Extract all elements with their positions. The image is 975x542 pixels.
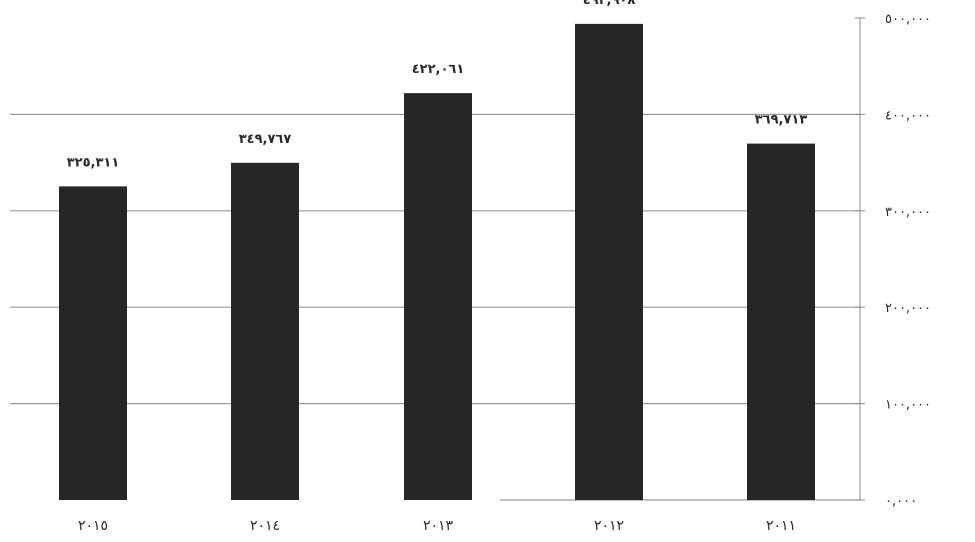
data-label-2: ٤٢٢,٠٦١	[412, 62, 465, 77]
category-labels: ٢٠١٥ ٢٠١٤ ٢٠١٣ ٢٠١٢ ٢٠١١	[78, 518, 796, 534]
data-label-0: ٣٢٥,٣١١	[67, 155, 120, 170]
y-tick-label-5: ٥٠٠,٠٠٠	[885, 12, 931, 27]
y-tick-label-0: ٠,٠٠٠	[885, 494, 917, 509]
y-tick-label-1: ١٠٠,٠٠٠	[885, 398, 931, 413]
category-label-4: ٢٠١١	[766, 518, 796, 534]
category-label-2: ٢٠١٣	[423, 518, 454, 534]
bars	[59, 23, 815, 501]
category-label-1: ٢٠١٤	[250, 518, 280, 534]
bar-1	[231, 162, 299, 500]
bar-0	[59, 186, 127, 500]
bar-3	[575, 23, 643, 501]
y-tick-label-4: ٤٠٠,٠٠٠	[885, 108, 931, 123]
category-label-0: ٢٠١٥	[78, 518, 108, 534]
y-axis-ticks: ٠,٠٠٠ ١٠٠,٠٠٠ ٢٠٠,٠٠٠ ٣٠٠,٠٠٠ ٤٠٠,٠٠٠ ٥٠٠,٠٠٠	[855, 12, 931, 509]
bar-2	[404, 93, 472, 501]
y-tick-label-2: ٢٠٠,٠٠٠	[885, 301, 931, 316]
data-label-1: ٣٤٩,٧٦٧	[239, 132, 292, 147]
category-label-3: ٢٠١٢	[594, 518, 624, 534]
bar-4	[747, 143, 815, 500]
y-tick-label-3: ٣٠٠,٠٠٠	[885, 205, 931, 220]
data-label-4: ٣٦٩,٧١٣	[755, 113, 808, 128]
data-labels: ٣٢٥,٣١١ ٣٤٩,٧٦٧ ٤٢٢,٠٦١ ٤٩٣,٩٠٨ ٣٦٩,٧١٣	[67, 0, 808, 170]
data-label-3: ٤٩٣,٩٠٨	[583, 0, 636, 8]
